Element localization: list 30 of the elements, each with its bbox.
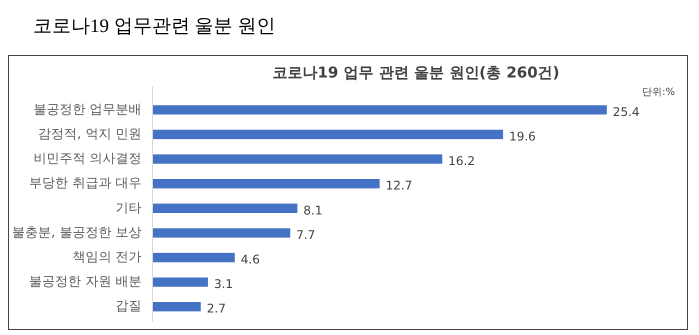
bar: [152, 252, 235, 262]
y-tick-label: 감정적, 억지 민원: [38, 126, 142, 142]
bar: [152, 105, 607, 115]
y-tick-label: 책임의 전가: [72, 250, 142, 266]
y-tick-label: 불공정한 업무분배: [33, 102, 142, 118]
data-label: 16.2: [448, 154, 475, 168]
data-label: 8.1: [303, 203, 322, 218]
y-tick-label: 불공정한 자원 배분: [29, 274, 142, 290]
y-tick-label: 부당한 취급과 대우: [29, 176, 142, 192]
chart-title: 코로나19 업무 관련 울분 원인(총 260건): [272, 64, 560, 82]
y-tick-label: 기타: [116, 200, 142, 216]
bar: [152, 302, 201, 312]
data-label: 4.6: [240, 252, 260, 267]
y-tick-label: 불충분, 불공정한 보상: [12, 225, 142, 240]
y-tick-label: 비민주적 의사결정: [33, 152, 142, 167]
text: 단위:%: [642, 87, 675, 98]
data-label: 3.1: [214, 277, 234, 292]
bar: [152, 277, 208, 287]
data-label: 19.6: [509, 129, 536, 144]
text: 코로나19 업무관련 울분 원인: [33, 15, 276, 39]
data-label: 12.7: [386, 178, 412, 193]
bar: [152, 130, 504, 140]
bar: [152, 204, 298, 213]
bar: [152, 228, 290, 238]
data-label: 25.4: [612, 104, 640, 119]
y-tick-label: 갑질: [116, 299, 142, 314]
data-label: 7.7: [296, 228, 316, 242]
data-label: 2.7: [206, 302, 226, 316]
bar: [152, 154, 442, 164]
bar: [152, 179, 380, 188]
